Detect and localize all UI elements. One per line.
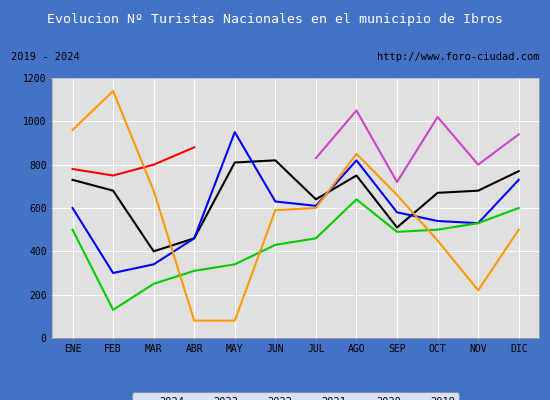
Legend: 2024, 2023, 2022, 2021, 2020, 2019: 2024, 2023, 2022, 2021, 2020, 2019 xyxy=(132,392,459,400)
Text: 2019 - 2024: 2019 - 2024 xyxy=(11,52,80,62)
Text: Evolucion Nº Turistas Nacionales en el municipio de Ibros: Evolucion Nº Turistas Nacionales en el m… xyxy=(47,14,503,26)
Text: http://www.foro-ciudad.com: http://www.foro-ciudad.com xyxy=(377,52,539,62)
